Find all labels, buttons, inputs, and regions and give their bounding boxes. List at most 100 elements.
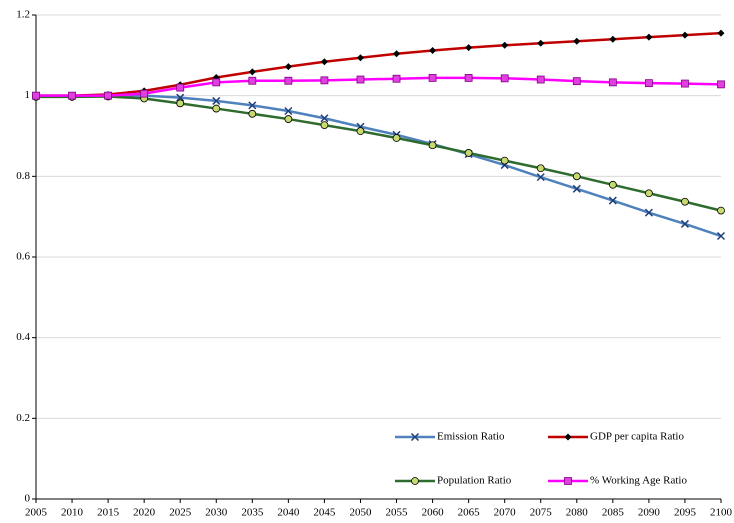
marker [680,219,689,228]
x-tick-label: 2085 [602,507,625,519]
marker [645,33,653,41]
marker [248,68,256,76]
marker [608,78,617,87]
marker [392,74,401,83]
marker [248,101,257,110]
legend-marker [410,432,420,442]
marker [536,75,545,84]
marker [500,156,509,165]
marker [284,63,292,71]
marker [393,50,401,58]
marker [681,197,689,206]
legend-marker [411,477,419,485]
x-tick-label: 2050 [349,507,372,519]
marker [356,75,365,84]
marker [644,79,653,88]
marker [717,80,725,89]
marker [248,76,257,85]
x-tick-label: 2035 [241,507,264,519]
marker [176,83,185,92]
y-tick-label: 0.2 [16,412,30,424]
x-tick-label: 2030 [205,507,228,519]
marker [465,44,473,52]
marker [428,74,437,82]
marker [32,91,40,100]
legend-label: % Working Age Ratio [590,475,687,487]
legend-marker [564,433,572,441]
marker [572,77,581,86]
y-tick-label: 0.6 [16,251,30,263]
marker [212,104,221,113]
marker [176,93,185,102]
marker [212,96,221,105]
legend-label: Emission Ratio [437,431,505,443]
marker [356,127,365,136]
x-tick-label: 2080 [566,507,589,519]
x-tick-label: 2020 [133,507,156,519]
marker [608,196,617,205]
marker [176,99,185,108]
x-tick-label: 2065 [458,507,481,519]
x-tick-label: 2075 [530,507,553,519]
y-tick-label: 0.4 [16,331,30,343]
legend-marker [564,477,572,485]
marker [284,115,293,123]
marker [356,54,364,62]
marker [320,114,329,123]
marker [464,149,473,157]
series-line [36,95,722,212]
x-tick-label: 2095 [674,507,697,519]
marker [68,91,76,100]
marker [681,79,689,88]
marker [284,106,293,116]
marker [609,35,617,43]
marker [572,184,581,193]
marker [320,121,329,130]
legend-label: GDP per capita Ratio [590,431,684,443]
marker [644,208,653,217]
marker [500,74,509,83]
x-tick-label: 2025 [169,507,192,519]
x-tick-label: 2100 [710,507,733,519]
marker [392,134,401,142]
marker [573,37,581,45]
marker [717,206,725,215]
marker [572,172,581,181]
marker [320,58,328,66]
marker [717,29,725,37]
series-line [36,94,722,238]
x-tick-label: 2090 [638,507,661,519]
x-tick-label: 2055 [386,507,409,519]
marker [716,231,726,241]
y-tick-label: 0 [25,493,31,505]
y-tick-label: 0.8 [16,170,30,182]
x-tick-label: 2040 [277,507,300,519]
marker [284,76,293,85]
marker [140,89,149,98]
x-tick-label: 2060 [422,507,445,519]
marker [212,78,221,87]
x-tick-label: 2045 [313,507,336,519]
marker [428,141,437,150]
marker [320,76,329,85]
y-tick-label: 1 [25,89,31,101]
marker [536,173,545,182]
y-tick-label: 1.2 [16,9,30,21]
marker [644,189,653,198]
marker [464,74,473,82]
legend-label: Population Ratio [437,475,512,487]
marker [429,46,437,54]
x-tick-label: 2070 [494,507,517,519]
marker [608,180,617,189]
x-tick-label: 2005 [25,507,48,519]
series-line [36,31,722,97]
marker [536,164,545,173]
series-line [36,76,722,97]
marker [537,39,545,47]
marker [248,109,257,118]
x-tick-label: 2015 [97,507,120,519]
x-tick-label: 2010 [61,507,84,519]
marker [501,41,509,49]
marker [681,31,689,39]
